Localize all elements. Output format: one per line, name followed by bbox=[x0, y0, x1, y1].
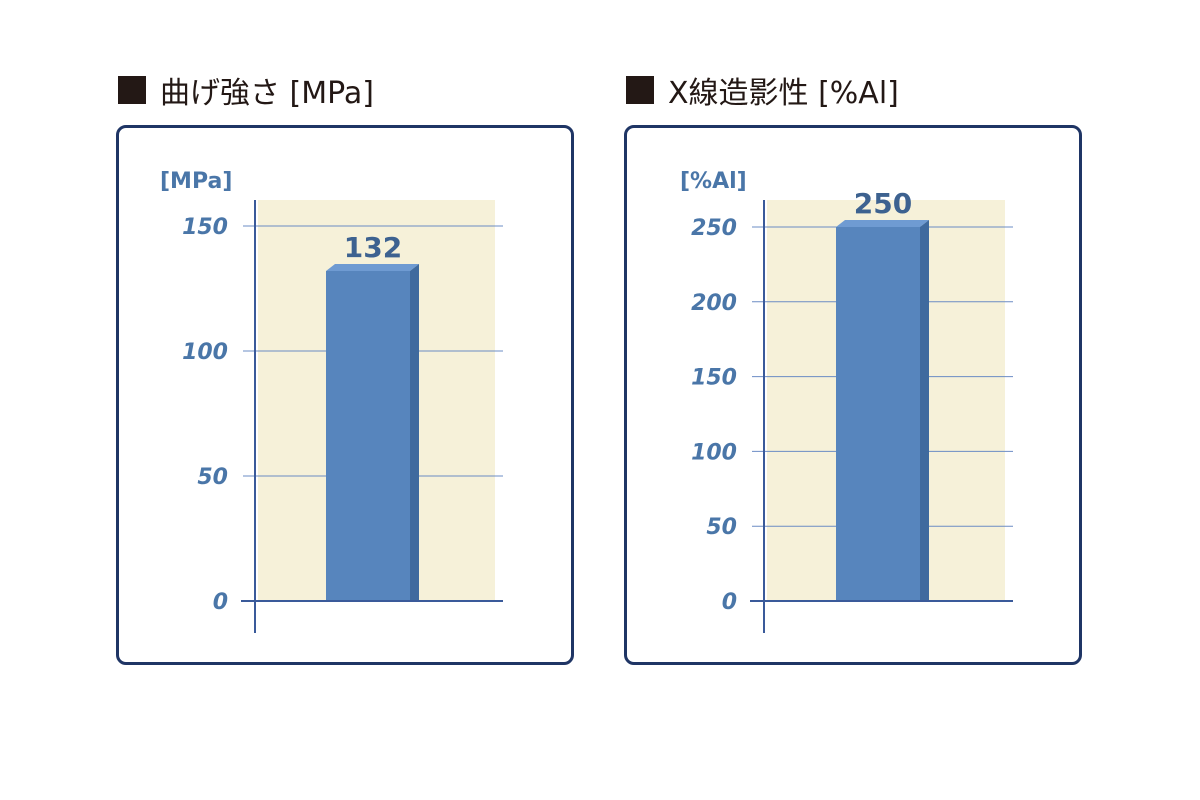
bar-side-face bbox=[410, 264, 419, 601]
y-tick-label: 150 bbox=[182, 215, 228, 240]
bullet-square-icon bbox=[118, 76, 146, 104]
bar-side-face bbox=[920, 220, 929, 601]
chart-title-text: X線造影性 [%Al] bbox=[668, 76, 899, 111]
y-tick-label: 250 bbox=[691, 216, 737, 241]
chart-title-flexural-strength: 曲げ強さ [MPa] bbox=[118, 70, 374, 111]
y-tick-label: 150 bbox=[691, 366, 737, 391]
bar bbox=[836, 227, 920, 601]
bar bbox=[326, 271, 410, 601]
chart-title-text: 曲げ強さ [MPa] bbox=[160, 76, 374, 111]
y-tick-label: 50 bbox=[706, 515, 737, 540]
y-axis-unit-label: [%Al] bbox=[680, 169, 747, 194]
y-tick-label: 100 bbox=[691, 440, 737, 465]
bullet-square-icon bbox=[626, 76, 654, 104]
bar-data-label: 250 bbox=[854, 187, 912, 220]
chart-title-radiopacity: X線造影性 [%Al] bbox=[626, 70, 899, 111]
bar-data-label: 132 bbox=[344, 231, 402, 264]
y-tick-label: 50 bbox=[197, 465, 228, 490]
y-tick-label: 0 bbox=[722, 590, 737, 615]
y-tick-label: 200 bbox=[691, 291, 737, 316]
y-axis-unit-label: [MPa] bbox=[160, 169, 232, 194]
y-tick-label: 0 bbox=[213, 590, 228, 615]
bar-top-face bbox=[326, 264, 419, 271]
bar-top-face bbox=[836, 220, 929, 227]
y-tick-label: 100 bbox=[182, 340, 228, 365]
